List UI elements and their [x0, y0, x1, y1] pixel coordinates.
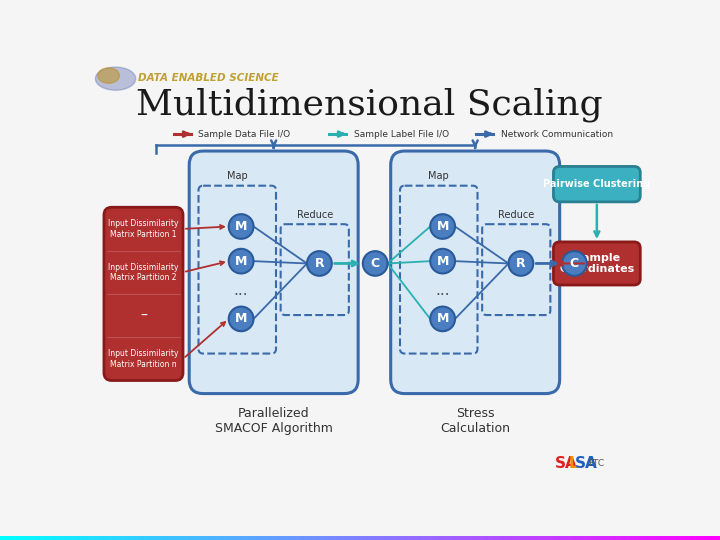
- FancyBboxPatch shape: [104, 207, 183, 381]
- Text: Input Dissimilarity
Matrix Partition 2: Input Dissimilarity Matrix Partition 2: [108, 262, 179, 282]
- FancyBboxPatch shape: [554, 242, 640, 285]
- Text: M: M: [436, 220, 449, 233]
- Circle shape: [431, 307, 455, 331]
- Text: Input Dissimilarity
Matrix Partition n: Input Dissimilarity Matrix Partition n: [108, 349, 179, 368]
- Text: Parallelized
SMACOF Algorithm: Parallelized SMACOF Algorithm: [215, 408, 333, 435]
- Text: C: C: [570, 257, 579, 270]
- Circle shape: [363, 251, 387, 276]
- Text: Map: Map: [428, 171, 449, 181]
- Text: Sample
Coordinates: Sample Coordinates: [559, 253, 634, 274]
- Text: C: C: [371, 257, 379, 270]
- Text: Reduce: Reduce: [297, 210, 333, 220]
- Circle shape: [431, 214, 455, 239]
- FancyBboxPatch shape: [554, 166, 640, 202]
- Text: M: M: [436, 255, 449, 268]
- Circle shape: [229, 214, 253, 239]
- Text: Input Dissimilarity
Matrix Partition 1: Input Dissimilarity Matrix Partition 1: [108, 219, 179, 239]
- Text: ...: ...: [234, 282, 248, 298]
- Circle shape: [562, 251, 587, 276]
- FancyBboxPatch shape: [391, 151, 559, 394]
- Text: Network Communication: Network Communication: [500, 130, 613, 139]
- Text: M: M: [235, 313, 247, 326]
- Circle shape: [229, 307, 253, 331]
- Text: M: M: [436, 313, 449, 326]
- Circle shape: [508, 251, 534, 276]
- Text: SA: SA: [575, 456, 597, 471]
- Text: –: –: [140, 308, 147, 322]
- Circle shape: [431, 249, 455, 273]
- Text: Multidimensional Scaling: Multidimensional Scaling: [135, 87, 603, 122]
- Text: Map: Map: [227, 171, 248, 181]
- Text: Sample Data File I/O: Sample Data File I/O: [199, 130, 291, 139]
- Text: SA: SA: [555, 456, 577, 471]
- Text: R: R: [516, 257, 526, 270]
- FancyBboxPatch shape: [189, 151, 358, 394]
- Text: Reduce: Reduce: [498, 210, 534, 220]
- Circle shape: [307, 251, 332, 276]
- Text: M: M: [235, 255, 247, 268]
- Ellipse shape: [96, 67, 136, 90]
- Text: M: M: [235, 220, 247, 233]
- Text: ...: ...: [436, 282, 450, 298]
- Text: Pairwise Clustering: Pairwise Clustering: [544, 179, 650, 189]
- Text: FTC: FTC: [588, 459, 605, 468]
- Text: Stress
Calculation: Stress Calculation: [440, 408, 510, 435]
- Text: R: R: [315, 257, 324, 270]
- Circle shape: [229, 249, 253, 273]
- Text: L: L: [568, 456, 577, 471]
- Text: Sample Label File I/O: Sample Label File I/O: [354, 130, 449, 139]
- Ellipse shape: [98, 68, 120, 83]
- Text: DATA ENABLED SCIENCE: DATA ENABLED SCIENCE: [138, 73, 279, 83]
